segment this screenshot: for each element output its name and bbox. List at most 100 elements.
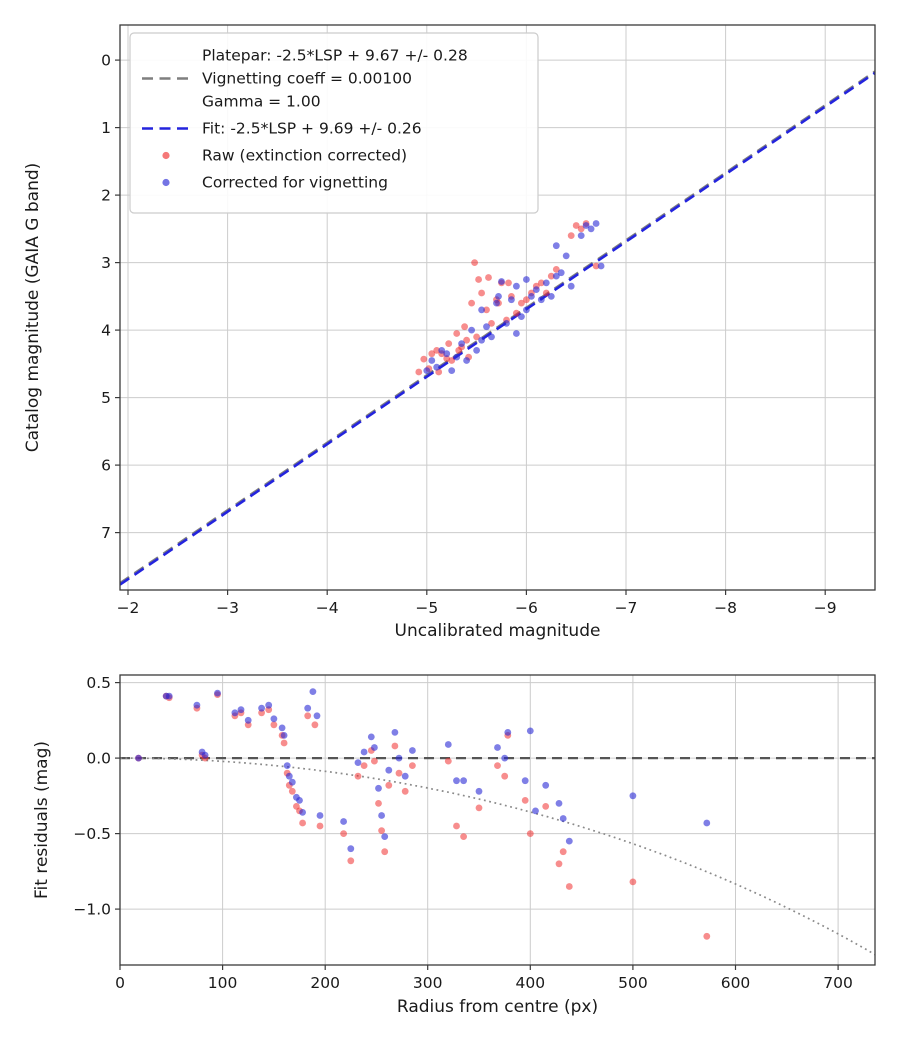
scatter-point	[475, 804, 483, 812]
scatter-point	[448, 367, 456, 374]
scatter-point	[367, 733, 375, 741]
plot-area	[120, 688, 875, 956]
magnitude-calibration-xlabel: Uncalibrated magnitude	[395, 621, 601, 641]
scatter-point	[391, 729, 399, 736]
plot-frame	[119, 24, 876, 591]
scatter-point	[521, 797, 529, 804]
scatter-point	[494, 762, 501, 769]
scatter-point	[532, 807, 539, 815]
scatter-point	[395, 769, 403, 777]
scatter-point	[354, 759, 362, 766]
scatter-point	[557, 269, 565, 277]
y-tick-label: −0.5	[73, 825, 111, 843]
x-tick-label: 700	[823, 974, 853, 992]
scatter-point	[542, 803, 550, 810]
scatter-point	[567, 232, 575, 240]
scatter-point	[463, 336, 470, 344]
tick-labels: 0 100 200 300 400 500 600 700 0.5 0.0 −0.5 −1.0	[73, 674, 853, 992]
scatter-point	[270, 715, 278, 723]
scatter-point	[523, 296, 530, 304]
scatter-point	[423, 367, 431, 374]
scatter-point	[385, 766, 393, 774]
scatter-point	[565, 883, 573, 890]
scatter-point	[629, 792, 637, 800]
scatter-point	[214, 689, 221, 697]
scatter-point	[473, 333, 480, 341]
fit-residuals-ylabel: Fit residuals (mag)	[32, 741, 52, 899]
scatter-point	[552, 242, 560, 250]
scatter-point	[528, 293, 535, 300]
scatter-point	[265, 701, 273, 709]
scatter-point	[488, 320, 495, 327]
plot-frame	[119, 674, 876, 966]
scatter-point	[526, 727, 534, 735]
fit-residuals-series-1	[135, 688, 711, 853]
scatter-point	[395, 754, 403, 762]
y-tick-label: 4	[101, 322, 111, 340]
scatter-point	[471, 259, 478, 266]
legend-label: Raw (extinction corrected)	[202, 147, 407, 165]
scatter-point	[193, 701, 201, 709]
scatter-point	[428, 357, 436, 364]
scatter-point	[415, 368, 423, 376]
scatter-point	[433, 347, 441, 354]
scatter-point	[453, 777, 460, 785]
scatter-point	[523, 306, 530, 314]
scatter-point	[475, 276, 482, 283]
scatter-point	[461, 323, 468, 331]
magnitude-calibration-series-1	[423, 220, 605, 374]
scatter-point	[468, 299, 475, 307]
scatter-point	[316, 812, 324, 819]
scatter-point	[278, 724, 286, 732]
y-tick-label: 0.5	[86, 674, 111, 692]
scatter-point	[304, 704, 312, 712]
scatter-point	[494, 744, 501, 751]
y-tick-label: 0	[101, 52, 111, 70]
scatter-point	[375, 800, 382, 807]
x-tick-label: 300	[413, 974, 443, 992]
scatter-point	[555, 800, 563, 807]
scatter-point	[592, 262, 600, 270]
scatter-point	[537, 279, 545, 287]
scatter-point	[445, 340, 453, 347]
scatter-point	[498, 278, 505, 285]
scatter-point	[473, 347, 480, 354]
scatter-point	[360, 762, 368, 769]
scatter-point	[597, 262, 605, 270]
fit-residuals-series-0	[135, 691, 711, 940]
scatter-point	[288, 778, 296, 786]
fit-line	[120, 71, 875, 586]
scatter-point	[270, 721, 278, 729]
scatter-point	[347, 857, 355, 865]
scatter-point	[296, 797, 303, 804]
legend-box	[129, 32, 539, 214]
scatter-point	[532, 286, 540, 293]
scatter-point	[703, 932, 711, 940]
x-tick-label: 400	[516, 974, 546, 992]
scatter-point	[444, 741, 452, 748]
tick-labels: −2 −3 −4 −5 −6 −7 −8 −9 0 1 2 3 4 5 6 7	[101, 52, 837, 617]
scatter-point	[478, 336, 485, 344]
x-tick-label: 100	[208, 974, 238, 992]
scatter-point	[448, 357, 456, 364]
scatter-point	[460, 833, 467, 840]
scatter-point	[547, 293, 555, 300]
scatter-point	[316, 822, 324, 830]
scatter-point	[375, 784, 382, 792]
legend-dot-handle	[162, 151, 170, 160]
scatter-point	[537, 296, 545, 304]
y-tick-label: 3	[101, 254, 111, 272]
scatter-point	[283, 762, 291, 769]
scatter-point	[453, 822, 460, 830]
scatter-point	[443, 350, 451, 358]
scatter-point	[280, 732, 288, 739]
legend-dot-handle	[162, 178, 170, 187]
scatter-point	[559, 815, 567, 822]
scatter-point	[237, 706, 245, 714]
scatter-point	[258, 704, 265, 712]
scatter-point	[592, 220, 600, 227]
scatter-point	[304, 712, 312, 720]
fit-residuals-chart: 0 100 200 300 400 500 600 700 0.5 0.0 −0.5 −1.0 Radi…	[32, 674, 876, 1017]
scatter-point	[401, 787, 409, 795]
scatter-point	[378, 812, 385, 819]
